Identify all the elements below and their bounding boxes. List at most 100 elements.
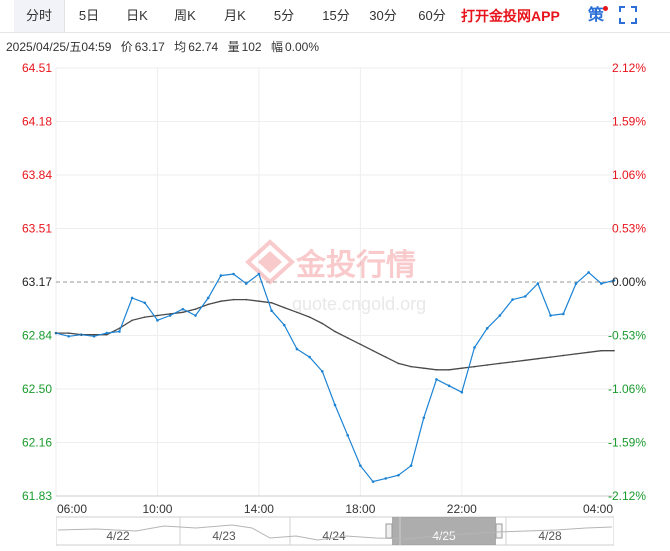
price-point bbox=[600, 282, 603, 285]
average-point bbox=[156, 314, 159, 317]
average-point bbox=[575, 353, 577, 355]
average-point bbox=[283, 306, 286, 309]
average-point bbox=[105, 333, 108, 336]
quote-info-bar: 2025/04/25/五04:59 价 63.17 均 62.74 量 102 幅 0.… bbox=[6, 38, 325, 55]
tab-monthly-k[interactable]: 月K bbox=[224, 8, 246, 23]
price-point bbox=[295, 347, 299, 351]
y-tick-label: 63.17 bbox=[22, 275, 52, 289]
tab-weekly-k[interactable]: 周K bbox=[174, 8, 196, 23]
average-point bbox=[435, 369, 438, 371]
tab-5-day[interactable]: 5日 bbox=[78, 8, 100, 23]
y-tick-label: 64.51 bbox=[22, 61, 52, 75]
tab-intraday[interactable]: 分时 bbox=[14, 0, 65, 32]
percent-tick-label: -2.12% bbox=[608, 489, 646, 503]
price-point bbox=[194, 314, 197, 317]
price-point bbox=[561, 312, 565, 316]
y-tick-label: 62.50 bbox=[22, 382, 52, 396]
percent-tick-label: 1.59% bbox=[612, 115, 646, 129]
price-point bbox=[206, 296, 210, 300]
watermark: 金投行情 quote.cngold.org bbox=[245, 239, 426, 314]
y-tick-label: 63.51 bbox=[22, 222, 52, 236]
average-point bbox=[537, 357, 539, 360]
average-point bbox=[245, 298, 248, 301]
y-tick-label: 61.83 bbox=[22, 489, 52, 503]
tab-30-min[interactable]: 30分 bbox=[369, 8, 397, 23]
average-point bbox=[346, 337, 349, 339]
percent-tick-label: 0.53% bbox=[612, 222, 646, 236]
percent-tick-label: -1.06% bbox=[608, 382, 646, 396]
price-point bbox=[536, 282, 540, 285]
navigator-left-handle[interactable] bbox=[385, 523, 393, 539]
average-point bbox=[118, 327, 121, 330]
average-point bbox=[410, 365, 412, 368]
average-point bbox=[448, 369, 450, 371]
price-point bbox=[587, 271, 590, 274]
y-tick-label: 64.18 bbox=[22, 115, 52, 129]
x-tick-label: 06:00 bbox=[57, 502, 87, 516]
price-point bbox=[574, 282, 578, 285]
tab-15-min[interactable]: 15分 bbox=[322, 8, 350, 23]
price-point bbox=[130, 296, 134, 300]
navigator-trend-line bbox=[57, 524, 613, 541]
volume-value: 102 bbox=[241, 40, 262, 54]
fullscreen-icon[interactable] bbox=[619, 6, 637, 24]
x-tick-label: 18:00 bbox=[345, 502, 375, 516]
navigator-right-handle[interactable] bbox=[495, 523, 503, 539]
open-app-link[interactable]: 打开金投网APP bbox=[461, 8, 560, 24]
y-tick-label: 62.16 bbox=[22, 436, 52, 450]
price-point bbox=[523, 295, 527, 298]
price-point bbox=[67, 334, 70, 338]
navigator-date-label: 4/22 bbox=[106, 529, 130, 543]
average-point bbox=[207, 303, 209, 306]
average-point bbox=[384, 356, 387, 358]
y-tick-label: 62.84 bbox=[22, 329, 52, 343]
y-tick-label: 63.84 bbox=[22, 168, 52, 182]
average-point bbox=[511, 361, 514, 363]
average-point bbox=[587, 351, 590, 354]
average-point bbox=[131, 319, 133, 322]
x-tick-label: 14:00 bbox=[244, 502, 274, 516]
strategy-label: 策 bbox=[588, 7, 605, 24]
average-point bbox=[55, 332, 57, 334]
average-point bbox=[67, 332, 70, 334]
average-point bbox=[600, 349, 603, 352]
percent-tick-label: -1.59% bbox=[608, 436, 646, 450]
price-point bbox=[498, 314, 502, 317]
time-range-navigator[interactable]: 4/22 4/23 4/24 4/25 4/28 bbox=[55, 516, 615, 546]
price-point bbox=[384, 477, 388, 480]
watermark-logo-icon bbox=[245, 239, 295, 285]
price-point bbox=[118, 330, 121, 333]
average-point bbox=[334, 330, 336, 333]
price-point bbox=[156, 319, 159, 322]
amplitude-label: 幅 bbox=[270, 40, 283, 54]
navigator-selection[interactable] bbox=[392, 517, 496, 545]
price-point bbox=[92, 334, 96, 338]
price-point bbox=[460, 390, 464, 394]
watermark-brand: 金投行情 bbox=[295, 248, 416, 283]
price-point bbox=[422, 416, 426, 420]
volume-label: 量 bbox=[227, 40, 240, 54]
period-tab-bar: 分时 5日 日K 周K 月K 5分 15分 30分 60分 打开金投网APP 策 bbox=[0, 0, 670, 33]
price-point bbox=[549, 314, 552, 317]
price-point bbox=[219, 274, 223, 277]
strategy-button[interactable]: 策 bbox=[588, 0, 609, 32]
average-point bbox=[422, 367, 425, 370]
tab-daily-k[interactable]: 日K bbox=[126, 8, 148, 23]
average-point bbox=[296, 311, 298, 314]
notification-dot bbox=[603, 6, 609, 11]
tab-60-min[interactable]: 60分 bbox=[418, 8, 446, 23]
percent-tick-label: 2.12% bbox=[612, 61, 646, 75]
percent-tick-label: -0.53% bbox=[608, 329, 646, 343]
average-point bbox=[80, 333, 83, 336]
price-point bbox=[257, 272, 261, 276]
price-point bbox=[143, 301, 147, 305]
price-point bbox=[612, 279, 616, 282]
average-point bbox=[169, 313, 171, 315]
intraday-price-chart[interactable]: 金投行情 quote.cngold.org 64.51 64.18 63.84 63.… bbox=[0, 56, 670, 516]
average-point bbox=[499, 362, 501, 365]
average-point bbox=[194, 308, 197, 310]
tab-5-min[interactable]: 5分 bbox=[273, 8, 295, 23]
average-point bbox=[397, 362, 400, 365]
average-point bbox=[613, 349, 615, 352]
price-label: 价 bbox=[120, 40, 133, 54]
